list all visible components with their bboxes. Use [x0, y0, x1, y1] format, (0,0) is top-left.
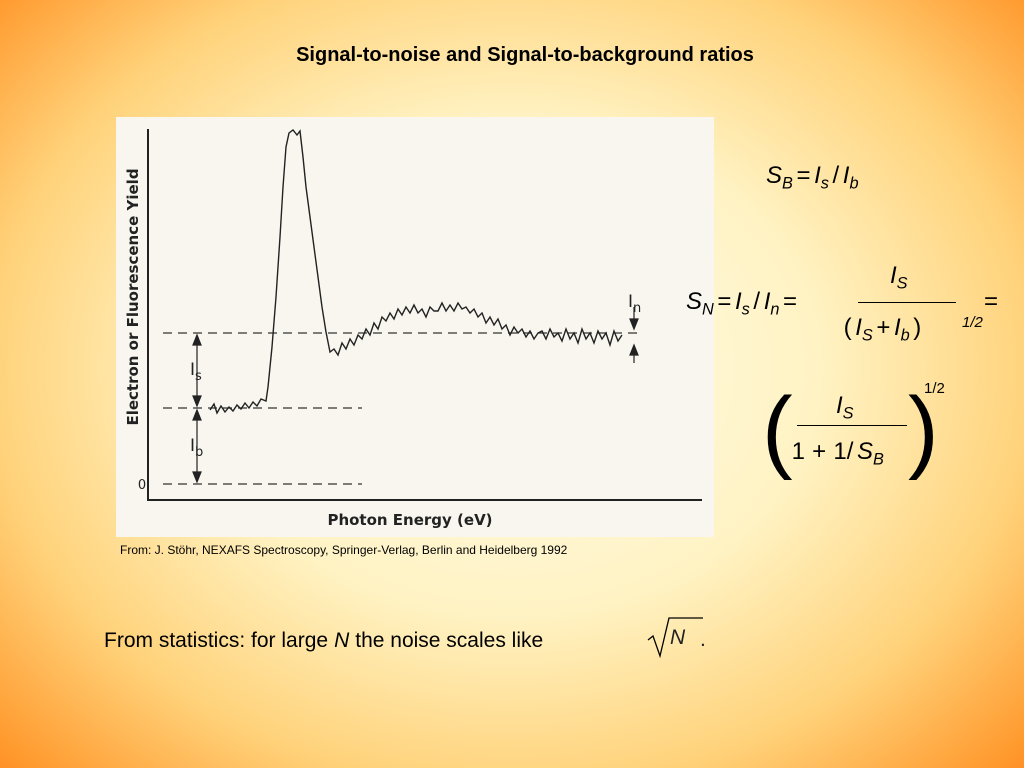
- arrows: [192, 307, 639, 484]
- footer-before: From statistics: for large: [104, 629, 329, 652]
- square-root: N .: [647, 617, 706, 659]
- spectrum-curve: [209, 129, 623, 415]
- marker-sub: n: [633, 301, 641, 316]
- close-paren: ): [908, 379, 939, 481]
- equation-symbol: N: [702, 300, 714, 319]
- marker-in: In: [628, 292, 641, 316]
- equation-symbol: /: [753, 288, 761, 315]
- equation-form-numerator: IS: [836, 392, 854, 424]
- equation-symbol: B: [782, 174, 793, 193]
- figure-caption: From: J. Stöhr, NEXAFS Spectroscopy, Spr…: [120, 543, 568, 557]
- equation-symbol: S: [766, 162, 783, 189]
- marker-main: I: [190, 360, 195, 380]
- fraction-line: [858, 302, 956, 303]
- exponent: 1/2: [924, 380, 945, 397]
- equation-sn-numerator: IS: [890, 262, 908, 294]
- footer-end: .: [700, 628, 706, 651]
- equation-symbol: I: [763, 288, 771, 315]
- radical-sign: [647, 617, 703, 659]
- equation-symbol: /: [832, 162, 840, 189]
- open-paren: (: [762, 379, 793, 481]
- equation-form-denominator: 1 +1/SB: [788, 438, 884, 470]
- equation-symbol: ): [913, 314, 922, 341]
- equation-symbol: I: [890, 262, 897, 289]
- equation-symbol: b: [900, 326, 910, 345]
- footer-variable: N: [334, 629, 350, 652]
- equation-symbol: +: [876, 314, 891, 341]
- marker-main: I: [628, 292, 633, 312]
- marker-main: I: [190, 436, 195, 456]
- equation-symbol: b: [849, 174, 859, 193]
- equation-symbol: I: [842, 162, 850, 189]
- marker-sub: s: [195, 369, 202, 384]
- marker-ib: Ib: [190, 436, 203, 460]
- equation-symbol: (: [843, 314, 852, 341]
- figure-background: [116, 117, 714, 537]
- equation-symbol: S: [842, 404, 854, 423]
- y-axis-label: Electron or Fluorescence Yield: [124, 168, 142, 425]
- equation-symbol: s: [741, 300, 750, 319]
- equation-symbol: n: [770, 300, 780, 319]
- equation-symbol: I: [836, 392, 843, 419]
- equation-symbol: 1: [791, 438, 805, 465]
- equation-symbol: =: [796, 162, 811, 189]
- equation-symbol: =: [783, 288, 798, 315]
- reference-lines: [163, 332, 640, 485]
- equation-symbol: S: [861, 326, 873, 345]
- equation-symbol: B: [872, 450, 884, 469]
- zero-label: 0: [138, 478, 146, 493]
- equation-symbol: S: [896, 274, 908, 293]
- equation-symbol: I: [855, 314, 862, 341]
- equation-symbol: S: [686, 288, 703, 315]
- slide-title: Signal-to-noise and Signal-to-background…: [296, 44, 754, 66]
- equation-symbol: I: [814, 162, 821, 189]
- root-variable: N: [670, 626, 686, 649]
- equals: =: [984, 288, 999, 315]
- fraction-line: [797, 425, 907, 426]
- equation-symbol: S: [856, 438, 873, 465]
- equation-symbol: =: [717, 288, 732, 315]
- equation-symbol: s: [820, 174, 829, 193]
- equation-symbol: 1/: [833, 438, 854, 465]
- x-axis-label: Photon Energy (eV): [327, 511, 492, 529]
- equation-symbol: I: [735, 288, 742, 315]
- equation-sn-left: SN = Is / In =: [686, 288, 801, 320]
- equation-symbol: I: [893, 314, 901, 341]
- equation-sn-denominator: (IS + Ib): [840, 314, 925, 346]
- marker-is: Is: [190, 360, 202, 384]
- equation-sb: SB = Is / Ib: [766, 162, 859, 194]
- marker-sub: b: [195, 445, 203, 460]
- spectrum-figure: Electron or Fluorescence Yield Photon En…: [116, 117, 714, 537]
- exponent: 1/2: [962, 314, 983, 331]
- footer-after: the noise scales like: [355, 629, 544, 652]
- equation-symbol: +: [812, 438, 827, 465]
